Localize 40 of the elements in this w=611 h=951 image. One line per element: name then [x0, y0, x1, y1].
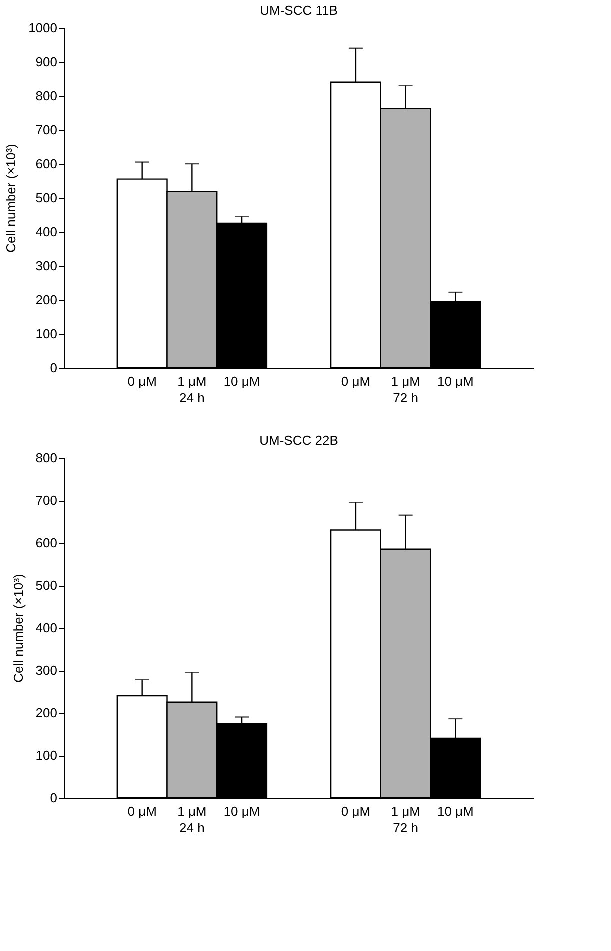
- series-label: 0 μM: [128, 804, 157, 819]
- x-tick-label: 72 h: [393, 390, 418, 406]
- y-tick-label: 100: [36, 748, 58, 763]
- y-tick-label: 700: [36, 122, 58, 138]
- y-tick-label: 200: [36, 706, 58, 720]
- y-tick-label: 700: [36, 493, 58, 508]
- y-tick-label: 600: [36, 156, 58, 172]
- y-tick-label: 800: [36, 88, 58, 104]
- y-tick-label: 300: [36, 663, 58, 678]
- y-tick-label: 500: [36, 190, 58, 206]
- series-label: 10 μM: [224, 804, 260, 819]
- x-tick-label: 24 h: [180, 390, 205, 406]
- chart-title: UM-SCC 11B: [260, 3, 338, 18]
- y-tick-label: 1000: [28, 20, 58, 36]
- y-axis-title: Cell number (×10³): [10, 574, 26, 683]
- y-tick-label: 500: [36, 578, 58, 593]
- text: 0 μM: [341, 374, 371, 389]
- y-tick-label: 400: [36, 620, 58, 636]
- text: 10 μM: [437, 804, 474, 819]
- series-label: 0 μM: [128, 374, 157, 389]
- text: 1 μM: [391, 374, 420, 389]
- chart-title: UM-SCC 22B: [260, 433, 338, 448]
- text: 0 μM: [341, 804, 371, 819]
- y-tick-label: 300: [36, 258, 58, 274]
- y-tick-label: 400: [36, 224, 58, 240]
- series-label: 1 μM: [178, 804, 207, 819]
- series-label: 1 μM: [178, 374, 207, 389]
- y-tick-label: 200: [36, 292, 58, 308]
- y-tick-label: 0: [50, 790, 58, 806]
- y-tick-label: 100: [36, 326, 58, 342]
- y-tick-label: 800: [36, 450, 58, 466]
- y-axis-title: Cell number (×10³): [4, 144, 19, 253]
- y-tick-label: 900: [36, 54, 58, 70]
- text: 10 μM: [437, 374, 474, 389]
- x-tick-label: 24 h: [180, 820, 205, 836]
- y-tick-label: 0: [50, 360, 58, 376]
- text: 1 μM: [391, 804, 420, 819]
- series-label: 10 μM: [224, 374, 260, 389]
- y-tick-label: 600: [36, 536, 58, 550]
- x-tick-label: 72 h: [393, 820, 418, 836]
